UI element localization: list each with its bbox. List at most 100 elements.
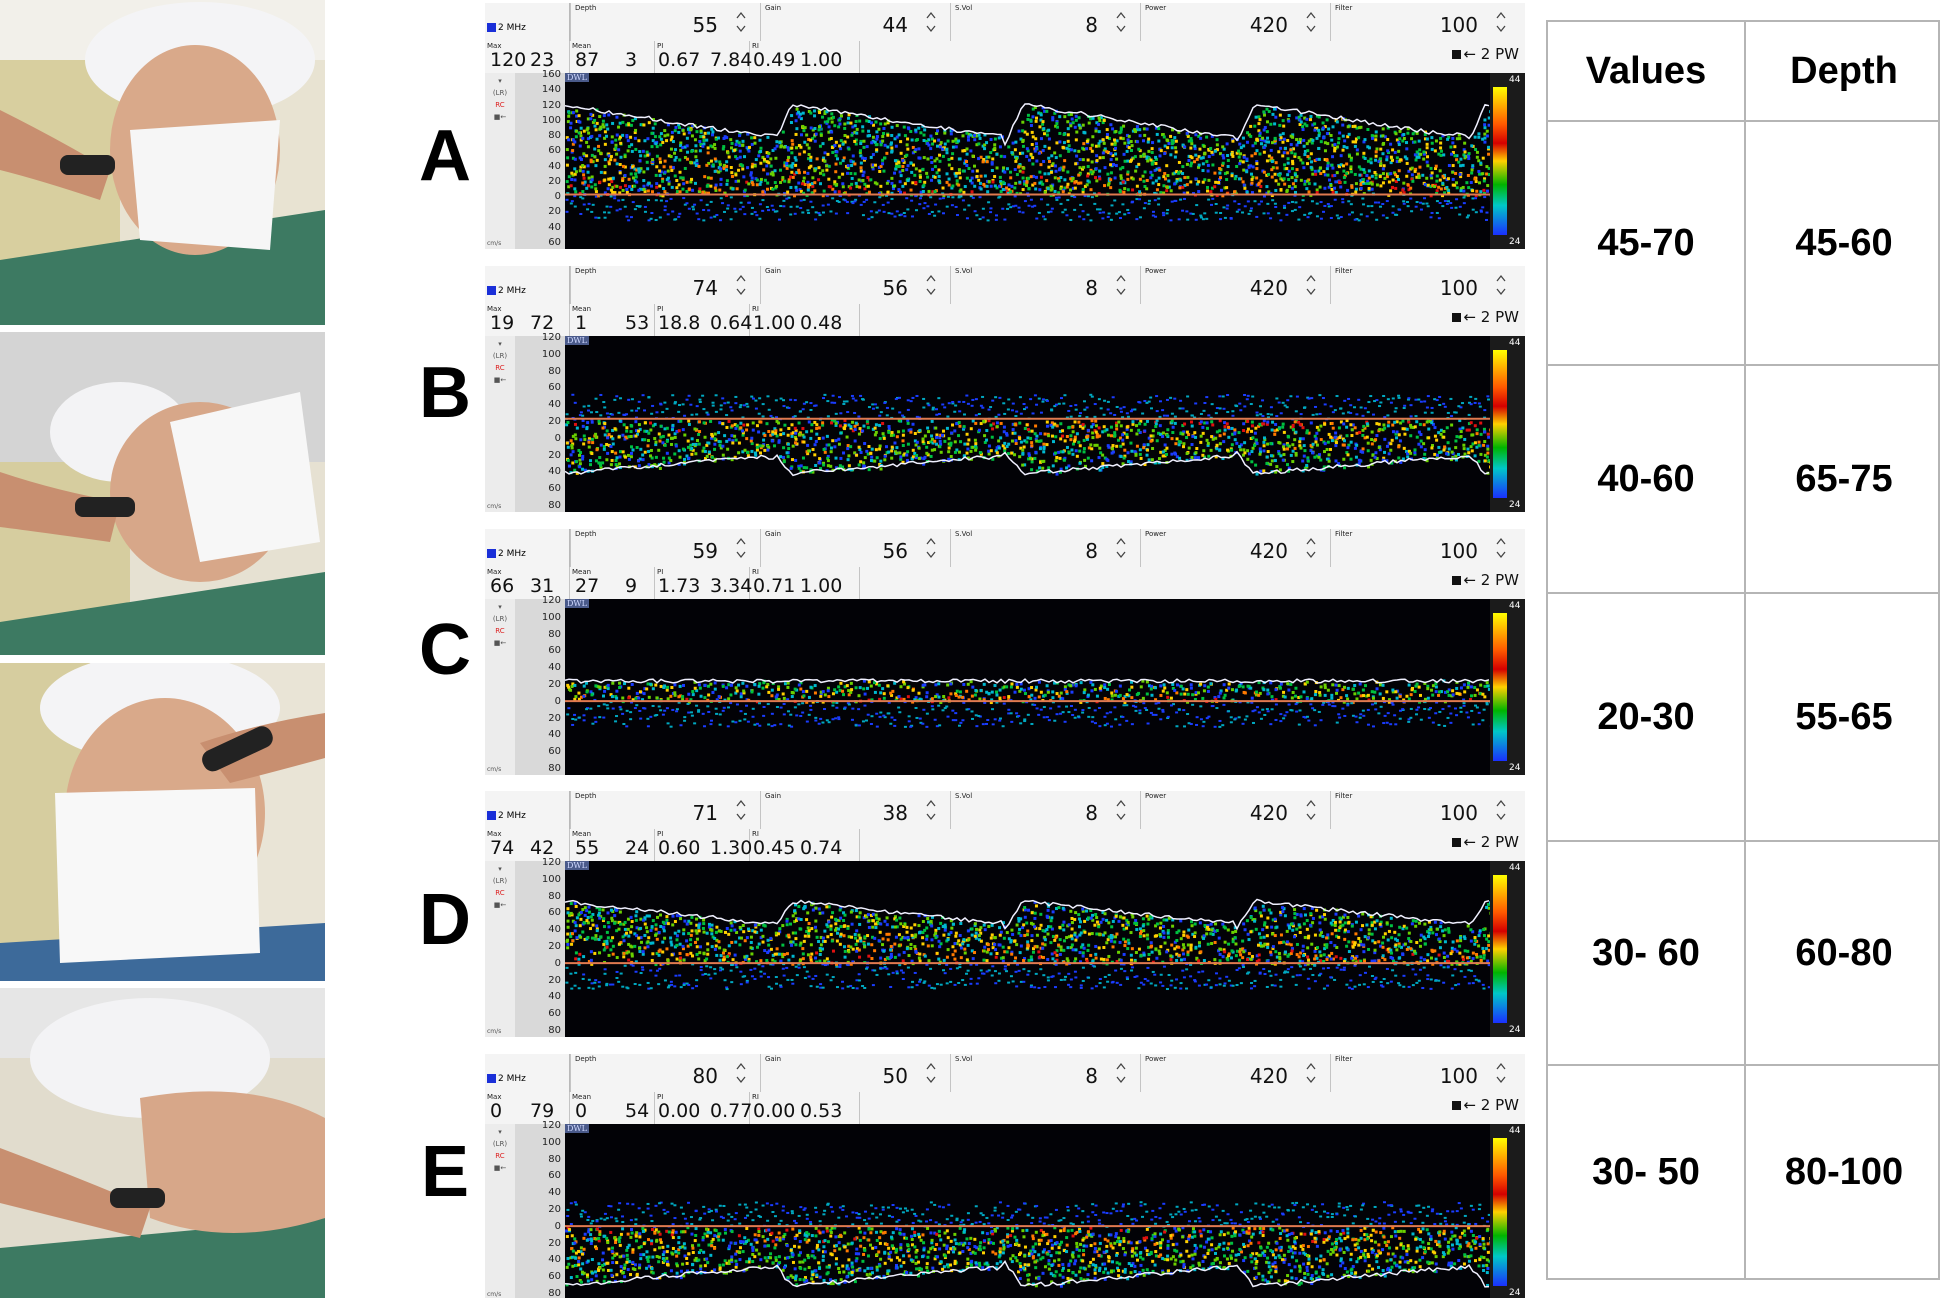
probe-icon[interactable]: ▾	[498, 340, 502, 348]
field-value: 44	[882, 13, 908, 37]
svol-field[interactable]: S.Vol 8	[950, 1054, 1140, 1092]
power-field[interactable]: Power 420	[1140, 791, 1330, 829]
mode-label: 2 PW	[1480, 45, 1519, 63]
probe-color-icon	[487, 23, 496, 32]
patient-photo-side	[0, 332, 325, 655]
depth-field[interactable]: Depth 74	[570, 266, 760, 304]
readout-value: 1.73	[658, 575, 701, 597]
readout-value: 120	[490, 49, 527, 71]
spinner-arrows-icon[interactable]	[1304, 797, 1318, 823]
mode-indicator: ← 2 PW	[1452, 45, 1519, 63]
gain-field[interactable]: Gain 56	[760, 529, 950, 567]
gain-field[interactable]: Gain 50	[760, 1054, 950, 1092]
frequency-label: 2 MHz	[498, 286, 526, 296]
spinner-arrows-icon[interactable]	[1114, 1060, 1128, 1086]
axis-tick-label: 80	[548, 130, 561, 142]
depth-field[interactable]: Depth 55	[570, 3, 760, 41]
power-field[interactable]: Power 420	[1140, 3, 1330, 41]
spinner-arrows-icon[interactable]	[924, 272, 938, 298]
axis-tick-label: 80	[548, 890, 561, 902]
measurements-row: Max 120 23 Mean 87 3 PI 0.67 7.84 RI 0.49 1.00 ← 2 P…	[485, 41, 1525, 73]
spectral-speckle	[566, 679, 1490, 728]
field-caption: Depth	[575, 530, 597, 538]
scale-gradient	[1493, 1138, 1507, 1286]
field-value: 71	[692, 801, 718, 825]
probe-icon[interactable]: ▾	[498, 865, 502, 873]
readout-value: 0.49	[753, 49, 796, 71]
spinner-arrows-icon[interactable]	[734, 797, 748, 823]
gain-field[interactable]: Gain 44	[760, 3, 950, 41]
doppler-panel: 2 MHz Depth 55 Gain 44 S.Vol 8 Power 420 Filter 10…	[485, 3, 1525, 249]
spinner-arrows-icon[interactable]	[1304, 535, 1318, 561]
spinner-arrows-icon[interactable]	[924, 797, 938, 823]
table-cell-values: 20-30	[1597, 695, 1695, 738]
doppler-panel: 2 MHz Depth 59 Gain 56 S.Vol 8 Power 420 Filter 10…	[485, 529, 1525, 775]
readout-value: 66	[490, 575, 515, 597]
gain-field[interactable]: Gain 38	[760, 791, 950, 829]
spinner-arrows-icon[interactable]	[1494, 797, 1508, 823]
probe-icon[interactable]: ▾	[498, 603, 502, 611]
readout-caption: Mean	[572, 1093, 592, 1101]
power-field[interactable]: Power 420	[1140, 1054, 1330, 1092]
spinner-arrows-icon[interactable]	[1114, 535, 1128, 561]
spinner-arrows-icon[interactable]	[1494, 9, 1508, 35]
field-value: 420	[1249, 801, 1288, 825]
panel-letter-b: B	[419, 353, 471, 433]
spectrum-svg	[565, 393, 1490, 477]
depth-field[interactable]: Depth 71	[570, 791, 760, 829]
table-cell-values: 40-60	[1597, 457, 1695, 500]
probe-icon[interactable]: ▾	[498, 1128, 502, 1136]
spinner-arrows-icon[interactable]	[734, 9, 748, 35]
spinner-arrows-icon[interactable]	[924, 535, 938, 561]
axis-tick-label: 160	[541, 69, 561, 80]
spinner-arrows-icon[interactable]	[1304, 9, 1318, 35]
spinner-arrows-icon[interactable]	[1114, 797, 1128, 823]
spectral-speckle	[565, 1201, 1490, 1288]
svol-field[interactable]: S.Vol 8	[950, 266, 1140, 304]
readout-value: 74	[490, 837, 515, 859]
svol-field[interactable]: S.Vol 8	[950, 791, 1140, 829]
spinner-arrows-icon[interactable]	[734, 535, 748, 561]
depth-field[interactable]: Depth 80	[570, 1054, 760, 1092]
power-field[interactable]: Power 420	[1140, 529, 1330, 567]
readout-caption: Mean	[572, 305, 592, 313]
spinner-arrows-icon[interactable]	[734, 1060, 748, 1086]
depth-field[interactable]: Depth 59	[570, 529, 760, 567]
spinner-arrows-icon[interactable]	[1494, 535, 1508, 561]
filter-field[interactable]: Filter 100	[1330, 529, 1520, 567]
filter-field[interactable]: Filter 100	[1330, 3, 1520, 41]
svol-field[interactable]: S.Vol 8	[950, 3, 1140, 41]
direction-arrow-icon: ■←	[493, 376, 507, 384]
spinner-arrows-icon[interactable]	[1114, 9, 1128, 35]
readout-value: 0.74	[800, 837, 843, 859]
measurements-row: Max 0 79 Mean 0 54 PI 0.00 0.77 RI 0.00 0.53 ← 2 PW	[485, 1092, 1525, 1124]
lr-label: (LR)	[492, 877, 508, 885]
color-scale: 44 24	[1490, 599, 1525, 775]
axis-tick-label: 100	[541, 348, 561, 360]
spinner-arrows-icon[interactable]	[924, 9, 938, 35]
svol-field[interactable]: S.Vol 8	[950, 529, 1140, 567]
max-readout: Max 120 23	[485, 41, 570, 73]
field-value: 38	[882, 801, 908, 825]
dwl-logo: DWL	[565, 336, 589, 345]
photo-temporal-window	[0, 0, 325, 325]
spinner-arrows-icon[interactable]	[734, 272, 748, 298]
filter-field[interactable]: Filter 100	[1330, 791, 1520, 829]
spinner-arrows-icon[interactable]	[1304, 272, 1318, 298]
spinner-arrows-icon[interactable]	[924, 1060, 938, 1086]
spinner-arrows-icon[interactable]	[1494, 272, 1508, 298]
spinner-arrows-icon[interactable]	[1494, 1060, 1508, 1086]
scale-bottom-label: 24	[1509, 500, 1521, 510]
axis-tick-label: 80	[548, 1288, 561, 1298]
filter-field[interactable]: Filter 100	[1330, 266, 1520, 304]
spinner-arrows-icon[interactable]	[1304, 1060, 1318, 1086]
gain-field[interactable]: Gain 56	[760, 266, 950, 304]
spinner-arrows-icon[interactable]	[1114, 272, 1128, 298]
power-field[interactable]: Power 420	[1140, 266, 1330, 304]
filter-field[interactable]: Filter 100	[1330, 1054, 1520, 1092]
scale-gradient	[1493, 875, 1507, 1023]
probe-icon[interactable]: ▾	[498, 77, 502, 85]
dwl-logo: DWL	[565, 73, 589, 82]
table-rule	[1548, 364, 1938, 366]
